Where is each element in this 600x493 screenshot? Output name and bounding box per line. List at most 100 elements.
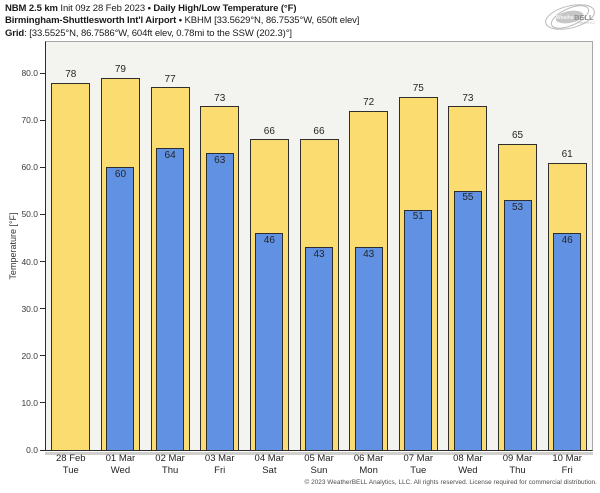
high-value-label: 73 [214,92,226,104]
station-bullet: • [178,15,182,27]
x-label-date: 02 Mar [155,453,185,464]
header-line-2: Birmingham-Shuttlesworth Int'l Airport •… [5,15,359,27]
x-label-day: Sun [310,464,328,476]
x-tick-label: 02 Mar Thu [145,453,195,476]
header-line-1: NBM 2.5 km Init 09z 28 Feb 2023 • Daily … [5,3,359,15]
x-label-day: Thu [509,464,526,476]
y-tick-mark [40,166,45,168]
x-label-date: 03 Mar [204,453,235,464]
x-tick-label: 05 Mar Sun [294,453,344,476]
low-value-label: 60 [114,168,127,180]
low-value-label: 53 [511,201,524,213]
high-value-label: 75 [412,83,424,95]
low-value-label: 64 [164,149,176,161]
low-value-label: 46 [561,234,573,246]
low-value-label: 55 [462,192,474,204]
x-tick-label: 04 Mar Sat [245,453,295,476]
high-value-label: 66 [263,125,275,137]
low-value-label: 43 [363,248,375,260]
y-tick-mark [40,119,45,121]
low-bar [156,148,185,450]
x-label-date: 08 Mar [453,453,483,464]
y-tick-mark [40,449,45,451]
x-label-date: 07 Mar [403,453,434,464]
high-value-label: 66 [313,125,325,137]
logo-text-bell: BELL [574,13,594,22]
x-label-date: 28 Feb [56,453,86,464]
x-label-day: Fri [561,464,573,476]
x-label-day: Wed [458,464,478,476]
x-tick-label: 03 Mar Fri [195,453,245,476]
x-label-day: Wed [110,464,131,476]
y-axis-title: Temperature [°F] [8,212,18,280]
x-label-day: Sat [262,464,277,476]
x-label-date: 09 Mar [502,453,533,464]
title-bullet: • [147,3,151,14]
y-tick-mark [40,72,45,74]
y-tick-label: 50.0 [21,209,38,220]
init-time: Init 09z 28 Feb 2023 [60,3,146,14]
x-axis-strip [45,452,593,455]
x-label-day: Tue [62,464,79,476]
x-tick-label: 28 Feb Tue [46,453,96,476]
y-tick-mark [40,213,45,215]
x-label-date: 04 Mar [254,453,285,464]
high-value-label: 61 [561,149,573,161]
x-label-date: 10 Mar [552,453,582,464]
low-bar [106,167,135,450]
x-tick-label: 09 Mar Thu [493,453,543,476]
x-label-day: Thu [161,464,179,476]
low-bar [354,247,383,450]
high-bar [51,82,91,450]
high-value-label: 73 [462,92,474,104]
y-tick-label: 60.0 [21,162,38,173]
y-tick-label: 10.0 [21,397,38,408]
station-name: Birmingham-Shuttlesworth Int'l Airport [5,15,177,27]
x-tick-label: 10 Mar Fri [542,453,592,476]
y-tick-label: 70.0 [21,115,38,126]
low-bar [553,233,582,450]
low-bar [205,153,234,450]
low-value-label: 63 [214,154,226,166]
low-value-label: 46 [263,234,275,246]
station-details: KBHM [33.5629°N, 86.7535°W, 650ft elev] [184,15,360,27]
low-bar [255,233,284,450]
x-label-day: Mon [359,464,378,476]
high-value-label: 78 [65,69,77,81]
y-tick-mark [40,261,45,263]
y-tick-mark [40,308,45,310]
x-tick-label: 08 Mar Wed [443,453,493,476]
x-label-date: 01 Mar [105,453,136,464]
x-tick-label: 01 Mar Wed [96,453,146,476]
high-value-label: 79 [114,64,126,76]
y-tick-label: 40.0 [21,256,38,267]
low-value-label: 43 [313,248,325,260]
high-value-label: 77 [164,73,176,85]
x-label-date: 05 Mar [304,453,334,464]
logo-swirl-core [555,10,584,24]
logo-text-weather: Weather [556,15,576,21]
high-value-label: 65 [511,130,524,142]
y-tick-label: 0.0 [26,445,38,455]
model-name: NBM 2.5 km [5,3,58,14]
low-bar [453,190,482,450]
x-label-date: 06 Mar [353,453,384,464]
weatherbell-logo: Weather BELL Analytics LLC [545,4,596,30]
y-tick-mark [40,355,45,357]
x-tick-label: 07 Mar Tue [393,453,443,476]
logo-subtext: Analytics LLC [577,21,596,25]
low-bar [404,209,433,450]
grid-label: Grid [5,27,25,39]
copyright-footer: © 2023 WeatherBELL Analytics, LLC. All r… [304,479,597,486]
y-tick-label: 30.0 [21,303,38,314]
y-tick-label: 80.0 [21,68,38,79]
grid-details: : [33.5525°N, 86.7586°W, 604ft elev, 0.7… [24,27,292,39]
y-tick-label: 20.0 [21,350,38,361]
header-line-3: Grid: [33.5525°N, 86.7586°W, 604ft elev,… [5,28,359,40]
chart-header: NBM 2.5 km Init 09z 28 Feb 2023 • Daily … [5,3,359,40]
x-label-day: Tue [410,464,427,476]
low-value-label: 51 [412,211,424,223]
x-label-day: Fri [214,464,226,476]
y-tick-mark [40,402,45,404]
